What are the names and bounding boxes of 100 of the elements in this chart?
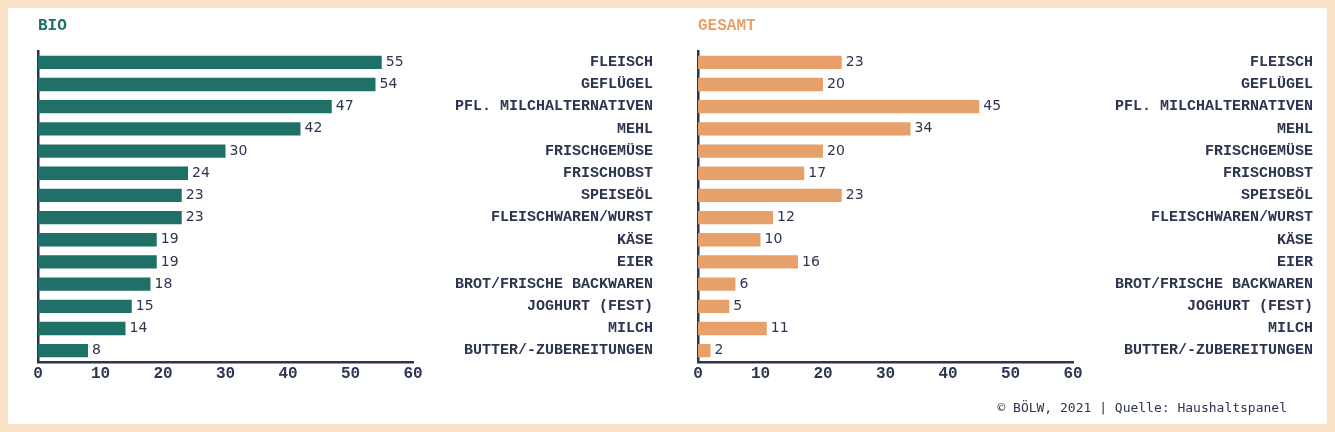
data-label: 6 (739, 274, 749, 291)
data-label: 11 (770, 319, 789, 336)
text: © BÖLW, 2021 | Quelle: Haushaltspanel (997, 400, 1287, 415)
x-tick-label: 10 (750, 365, 771, 384)
chart-title: BIO (38, 16, 68, 35)
y-tick-label: JOGHURT (FEST) (1186, 298, 1313, 316)
y-tick-label: KÄSE (616, 231, 653, 249)
x-tick-label: 0 (693, 365, 703, 384)
x-tick-label: 0 (33, 365, 43, 384)
y-tick-label: FRISCHGEMÜSE (544, 142, 653, 160)
data-label: 16 (802, 252, 820, 269)
y-tick-label: EIER (616, 253, 653, 271)
x-tick-label: 30 (875, 365, 896, 384)
bar (38, 188, 182, 203)
bar (698, 122, 911, 136)
y-tick-label: GEFLÜGEL (1240, 76, 1313, 94)
y-tick-label: FRISCHGEMÜSE (1204, 142, 1313, 160)
bar (698, 321, 767, 336)
bar (38, 144, 226, 158)
bar (38, 210, 182, 225)
data-label: 23 (185, 208, 204, 225)
bar (698, 277, 736, 291)
data-label: 18 (154, 274, 173, 291)
x-tick-label: 40 (278, 365, 298, 384)
data-label: 23 (845, 52, 864, 69)
y-tick-label: SPEISEÖL (580, 187, 653, 205)
data-label: 45 (983, 97, 1002, 114)
y-tick-label: EIER (1276, 253, 1313, 271)
data-label: 20 (827, 141, 845, 158)
bar (38, 255, 157, 269)
data-label: 19 (160, 230, 179, 247)
data-label: 5 (733, 296, 743, 313)
x-tick-label: 40 (938, 365, 958, 384)
y-tick-label: FRISCHOBST (562, 165, 653, 182)
y-tick-label: PFL. MILCHALTERNATIVEN (454, 98, 653, 116)
bar (38, 100, 332, 114)
x-tick-label: 10 (90, 365, 111, 384)
bar (698, 233, 761, 247)
data-label: 14 (129, 319, 148, 336)
bar (698, 210, 773, 225)
x-tick-label: 60 (403, 365, 423, 384)
data-label: 47 (335, 97, 354, 114)
y-tick-label: FLEISCH (1249, 54, 1313, 72)
data-label: 2 (714, 341, 724, 358)
data-label: 12 (777, 208, 795, 225)
bar (698, 166, 805, 180)
bar (38, 233, 157, 247)
x-tick-label: 50 (1000, 365, 1021, 384)
y-tick-label: BROT/FRISCHE BACKWAREN (454, 275, 653, 293)
data-label: 8 (92, 341, 101, 358)
data-label: 34 (914, 119, 933, 136)
data-label: 23 (845, 186, 864, 203)
y-tick-label: GEFLÜGEL (580, 76, 653, 94)
x-tick-label: 60 (1063, 365, 1083, 384)
bar (38, 77, 376, 92)
bar (38, 321, 126, 336)
data-label: 20 (827, 75, 845, 92)
data-label: 17 (808, 163, 827, 180)
bar (38, 55, 382, 69)
x-tick-label: 30 (215, 365, 236, 384)
data-label: 24 (192, 163, 210, 180)
y-tick-label: FLEISCH (589, 54, 653, 72)
y-tick-label: MILCH (1267, 320, 1313, 338)
data-label: 54 (379, 75, 398, 92)
y-tick-label: FLEISCHWAREN/WURST (1150, 209, 1313, 227)
data-label: 55 (385, 52, 404, 69)
data-label: 15 (135, 296, 154, 313)
y-tick-label: MEHL (1276, 120, 1313, 138)
bar (698, 299, 730, 313)
x-tick-label: 50 (340, 365, 361, 384)
y-tick-label: JOGHURT (FEST) (526, 298, 653, 316)
bar (38, 166, 188, 180)
bar (38, 299, 132, 313)
bar (698, 100, 980, 114)
x-tick-label: 20 (813, 365, 833, 384)
bar (698, 344, 711, 358)
bar (698, 144, 823, 158)
bar (698, 188, 842, 203)
y-tick-label: FLEISCHWAREN/WURST (490, 209, 653, 227)
y-tick-label: PFL. MILCHALTERNATIVEN (1114, 98, 1313, 116)
y-tick-label: SPEISEÖL (1240, 187, 1313, 205)
y-tick-label: KÄSE (1276, 231, 1313, 249)
bar (698, 55, 842, 69)
y-tick-label: BUTTER/-ZUBEREITUNGEN (1123, 342, 1313, 360)
bar (38, 277, 151, 291)
bar (698, 77, 823, 92)
bar (38, 122, 301, 136)
bar (38, 344, 88, 358)
y-tick-label: FRISCHOBST (1222, 165, 1313, 182)
data-label: 42 (304, 119, 323, 136)
y-tick-label: MEHL (616, 120, 653, 138)
x-tick-label: 20 (153, 365, 173, 384)
y-tick-label: BROT/FRISCHE BACKWAREN (1114, 275, 1313, 293)
y-tick-label: MILCH (607, 320, 653, 338)
data-label: 30 (229, 141, 248, 158)
bar (698, 255, 798, 269)
y-tick-label: BUTTER/-ZUBEREITUNGEN (463, 342, 653, 360)
data-label: 23 (185, 186, 204, 203)
chart-title: GESAMT (698, 16, 757, 35)
data-label: 19 (160, 252, 179, 269)
